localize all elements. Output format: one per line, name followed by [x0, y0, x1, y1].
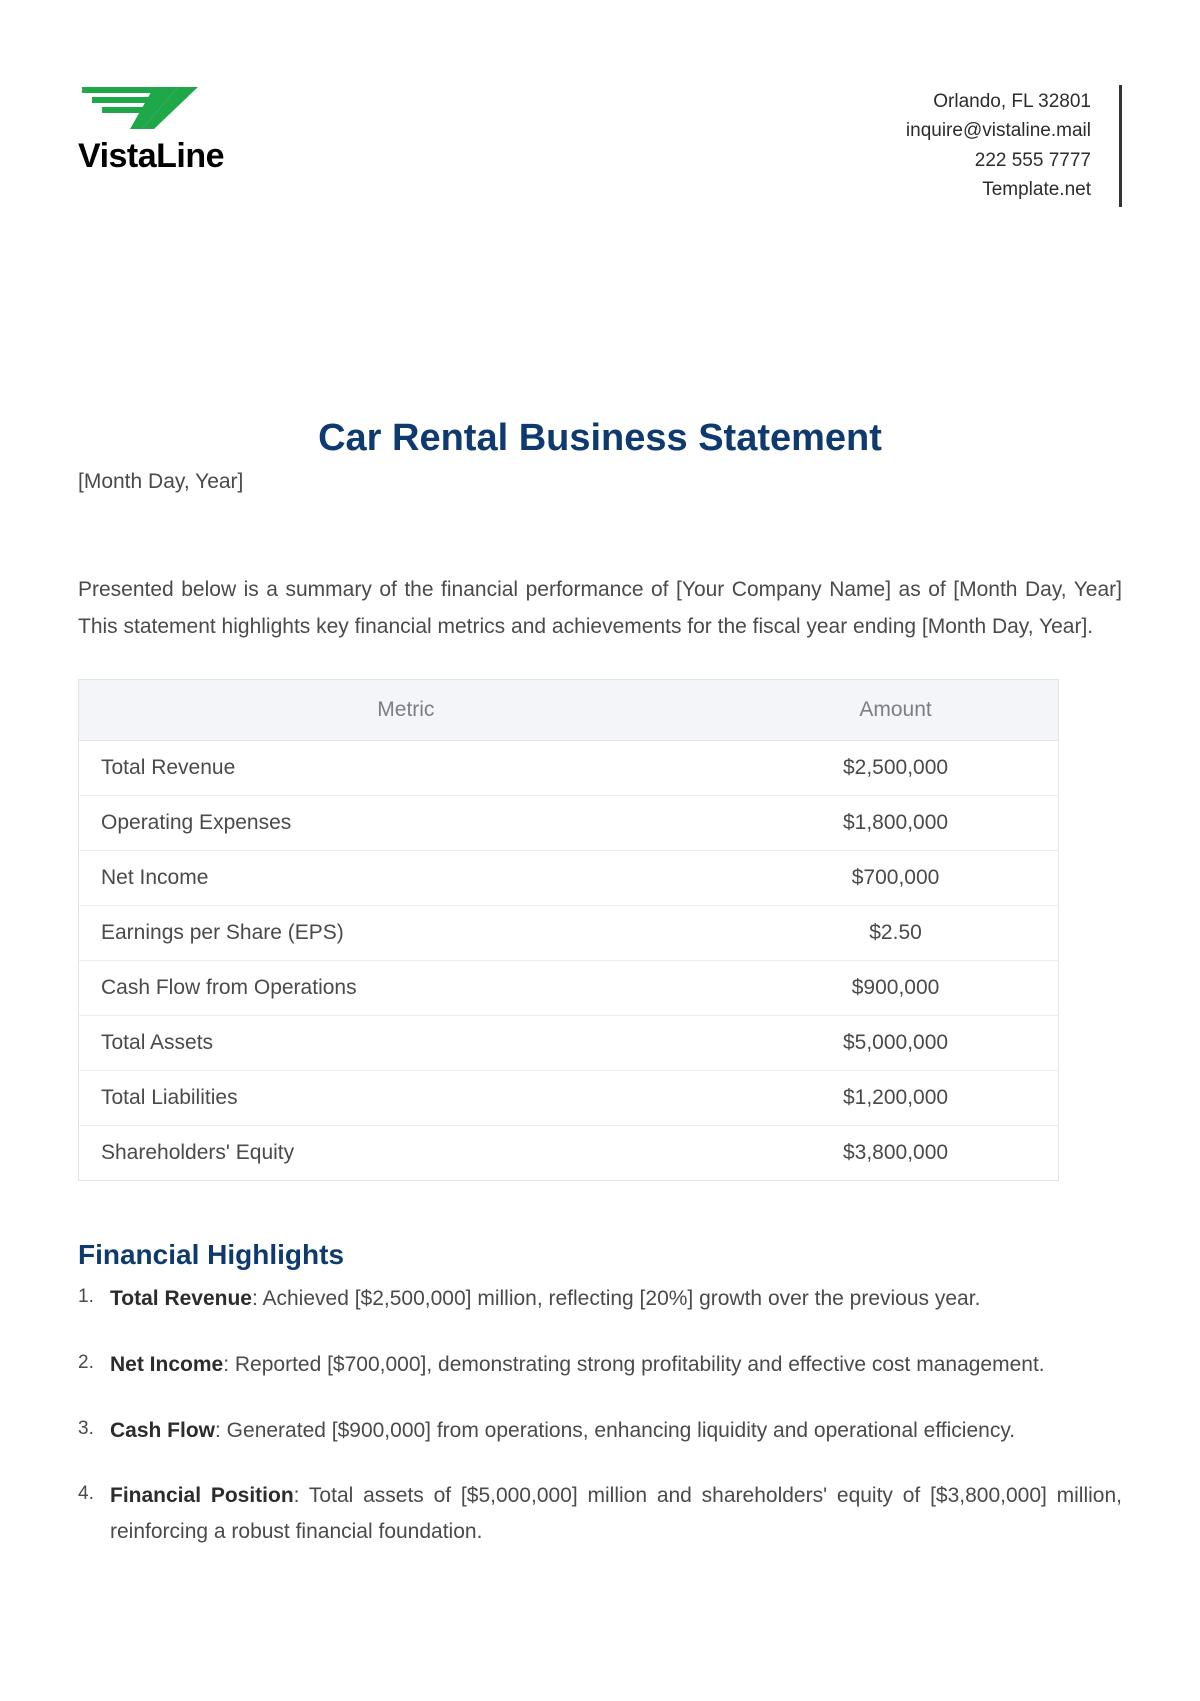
- highlight-label: Cash Flow: [110, 1419, 215, 1442]
- metric-cell: Total Assets: [79, 1016, 733, 1071]
- table-row: Earnings per Share (EPS)$2.50: [79, 906, 1059, 961]
- table-row: Total Liabilities$1,200,000: [79, 1071, 1059, 1126]
- highlight-item: Total Revenue: Achieved [$2,500,000] mil…: [78, 1281, 1122, 1317]
- highlight-item: Cash Flow: Generated [$900,000] from ope…: [78, 1413, 1122, 1449]
- amount-cell: $3,800,000: [733, 1126, 1059, 1181]
- highlight-text: : Reported [$700,000], demonstrating str…: [223, 1353, 1044, 1376]
- contact-address: Orlando, FL 32801: [906, 87, 1091, 116]
- metric-cell: Net Income: [79, 851, 733, 906]
- metric-cell: Total Revenue: [79, 741, 733, 796]
- contact-phone: 222 555 7777: [906, 146, 1091, 175]
- metric-cell: Total Liabilities: [79, 1071, 733, 1126]
- company-name: VistaLine: [78, 137, 224, 176]
- column-header-metric: Metric: [79, 680, 733, 741]
- highlight-label: Total Revenue: [110, 1287, 252, 1310]
- table-row: Total Assets$5,000,000: [79, 1016, 1059, 1071]
- table-row: Operating Expenses$1,800,000: [79, 796, 1059, 851]
- amount-cell: $1,800,000: [733, 796, 1059, 851]
- metric-cell: Operating Expenses: [79, 796, 733, 851]
- highlight-item: Net Income: Reported [$700,000], demonst…: [78, 1347, 1122, 1383]
- amount-cell: $2,500,000: [733, 741, 1059, 796]
- highlights-heading: Financial Highlights: [78, 1239, 1122, 1271]
- amount-cell: $900,000: [733, 961, 1059, 1016]
- highlights-list: Total Revenue: Achieved [$2,500,000] mil…: [78, 1281, 1122, 1549]
- table-row: Total Revenue$2,500,000: [79, 741, 1059, 796]
- table-header-row: Metric Amount: [79, 680, 1059, 741]
- highlight-label: Financial Position: [110, 1484, 294, 1507]
- document-page: VistaLine Orlando, FL 32801 inquire@vist…: [0, 0, 1200, 1640]
- table-row: Shareholders' Equity$3,800,000: [79, 1126, 1059, 1181]
- metric-cell: Shareholders' Equity: [79, 1126, 733, 1181]
- intro-paragraph: Presented below is a summary of the fina…: [78, 572, 1122, 646]
- highlight-item: Financial Position: Total assets of [$5,…: [78, 1478, 1122, 1549]
- table-row: Cash Flow from Operations$900,000: [79, 961, 1059, 1016]
- amount-cell: $5,000,000: [733, 1016, 1059, 1071]
- highlight-text: : Generated [$900,000] from operations, …: [215, 1419, 1015, 1442]
- contact-block: Orlando, FL 32801 inquire@vistaline.mail…: [906, 85, 1122, 207]
- column-header-amount: Amount: [733, 680, 1059, 741]
- logo-block: VistaLine: [78, 85, 224, 176]
- header: VistaLine Orlando, FL 32801 inquire@vist…: [78, 85, 1122, 207]
- metric-cell: Earnings per Share (EPS): [79, 906, 733, 961]
- metric-cell: Cash Flow from Operations: [79, 961, 733, 1016]
- amount-cell: $1,200,000: [733, 1071, 1059, 1126]
- amount-cell: $700,000: [733, 851, 1059, 906]
- table-row: Net Income$700,000: [79, 851, 1059, 906]
- document-date: [Month Day, Year]: [78, 470, 1122, 494]
- financial-table: Metric Amount Total Revenue$2,500,000Ope…: [78, 679, 1059, 1181]
- contact-site: Template.net: [906, 175, 1091, 204]
- highlight-label: Net Income: [110, 1353, 223, 1376]
- document-title: Car Rental Business Statement: [78, 417, 1122, 460]
- highlight-text: : Achieved [$2,500,000] million, reflect…: [252, 1287, 980, 1310]
- amount-cell: $2.50: [733, 906, 1059, 961]
- logo-icon: [78, 85, 208, 135]
- contact-email: inquire@vistaline.mail: [906, 116, 1091, 145]
- financial-table-wrap: Metric Amount Total Revenue$2,500,000Ope…: [78, 679, 1059, 1181]
